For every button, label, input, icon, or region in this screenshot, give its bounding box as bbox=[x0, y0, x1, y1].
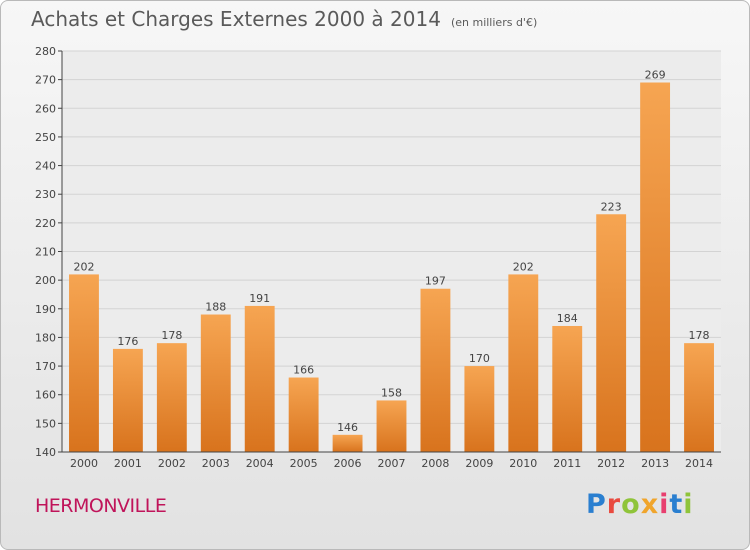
bar-2000 bbox=[69, 274, 99, 452]
bar-2001 bbox=[112, 348, 143, 452]
logo-letter: P bbox=[586, 489, 607, 520]
bar-2009 bbox=[464, 366, 495, 452]
x-tick-label: 2005 bbox=[290, 457, 318, 470]
bar-2006 bbox=[332, 434, 363, 452]
x-axis: 2000 2001 2002 2003 2004 2005 2006 2007 2008 2009… bbox=[62, 451, 721, 470]
bar-2008 bbox=[420, 288, 451, 452]
y-tick-label: 220 bbox=[35, 217, 56, 230]
bar-value-label: 146 bbox=[337, 421, 358, 434]
bar-value-label: 184 bbox=[557, 312, 578, 325]
bar-value-label: 170 bbox=[469, 352, 490, 365]
x-tick-label: 2008 bbox=[421, 457, 449, 470]
logo-letter: t bbox=[669, 489, 684, 520]
chart-subtitle: (en milliers d'€) bbox=[450, 16, 538, 29]
proxiti-logo[interactable]: Proxiti bbox=[586, 489, 694, 520]
bar-value-label: 197 bbox=[425, 275, 446, 288]
x-tick-label: 2006 bbox=[334, 457, 362, 470]
bar-value-label: 158 bbox=[381, 386, 402, 399]
y-axis: 140 150 160 170 180 190 200 210 220 230 240 250 260 2… bbox=[35, 45, 63, 459]
bar-2002 bbox=[156, 343, 187, 452]
y-tick-label: 150 bbox=[35, 417, 56, 430]
chart-title: Achats et Charges Externes 2000 à 2014 bbox=[31, 7, 441, 31]
y-tick-label: 210 bbox=[35, 246, 56, 259]
commune-name: HERMONVILLE bbox=[35, 495, 167, 517]
y-tick-label: 180 bbox=[35, 331, 56, 344]
x-tick-label: 2007 bbox=[378, 457, 406, 470]
bar-value-label: 202 bbox=[513, 260, 534, 273]
x-tick-label: 2009 bbox=[465, 457, 493, 470]
bar-2014 bbox=[684, 343, 714, 452]
y-tick-label: 200 bbox=[35, 274, 56, 287]
bar-value-label: 223 bbox=[601, 200, 622, 213]
x-tick-label: 2002 bbox=[158, 457, 186, 470]
bars: 202 176 178 188 191 166 146 158 197 170 202 184 223 2… bbox=[69, 69, 714, 452]
bar-value-label: 269 bbox=[645, 69, 666, 82]
y-tick-label: 190 bbox=[35, 303, 56, 316]
x-tick-label: 2001 bbox=[114, 457, 142, 470]
y-tick-label: 170 bbox=[35, 360, 56, 373]
bar-2007 bbox=[376, 400, 407, 452]
logo-letter: o bbox=[621, 489, 641, 520]
bar-2003 bbox=[200, 314, 231, 452]
x-tick-label: 2004 bbox=[246, 457, 274, 470]
logo-letter: x bbox=[640, 489, 660, 520]
bar-2011 bbox=[552, 325, 583, 452]
bar-2004 bbox=[244, 305, 275, 452]
x-tick-label: 2014 bbox=[685, 457, 713, 470]
bar-value-label: 188 bbox=[205, 301, 226, 314]
y-tick-label: 140 bbox=[35, 446, 56, 459]
x-tick-label: 2000 bbox=[70, 457, 98, 470]
y-tick-label: 280 bbox=[35, 45, 56, 58]
y-tick-label: 250 bbox=[35, 131, 56, 144]
bar-2012 bbox=[596, 214, 627, 452]
logo-letter: r bbox=[606, 489, 622, 520]
y-tick-label: 270 bbox=[35, 74, 56, 87]
bar-value-label: 166 bbox=[293, 364, 314, 377]
logo-letter: i bbox=[683, 489, 694, 520]
x-tick-label: 2010 bbox=[509, 457, 537, 470]
bar-value-label: 202 bbox=[73, 260, 94, 273]
bar-2005 bbox=[288, 377, 319, 452]
bar-value-label: 178 bbox=[689, 329, 710, 342]
y-tick-label: 230 bbox=[35, 188, 56, 201]
logo-letter: i bbox=[659, 489, 670, 520]
chart-header: Achats et Charges Externes 2000 à 2014 (e… bbox=[31, 7, 537, 31]
bar-2010 bbox=[508, 274, 539, 452]
x-tick-label: 2011 bbox=[553, 457, 581, 470]
bar-value-label: 176 bbox=[117, 335, 138, 348]
y-tick-label: 160 bbox=[35, 389, 56, 402]
y-tick-label: 240 bbox=[35, 160, 56, 173]
x-tick-label: 2013 bbox=[641, 457, 669, 470]
x-tick-label: 2003 bbox=[202, 457, 230, 470]
bar-value-label: 191 bbox=[249, 292, 270, 305]
bar-value-label: 178 bbox=[161, 329, 182, 342]
y-tick-label: 260 bbox=[35, 102, 56, 115]
bar-2013 bbox=[640, 82, 671, 452]
x-tick-label: 2012 bbox=[597, 457, 625, 470]
